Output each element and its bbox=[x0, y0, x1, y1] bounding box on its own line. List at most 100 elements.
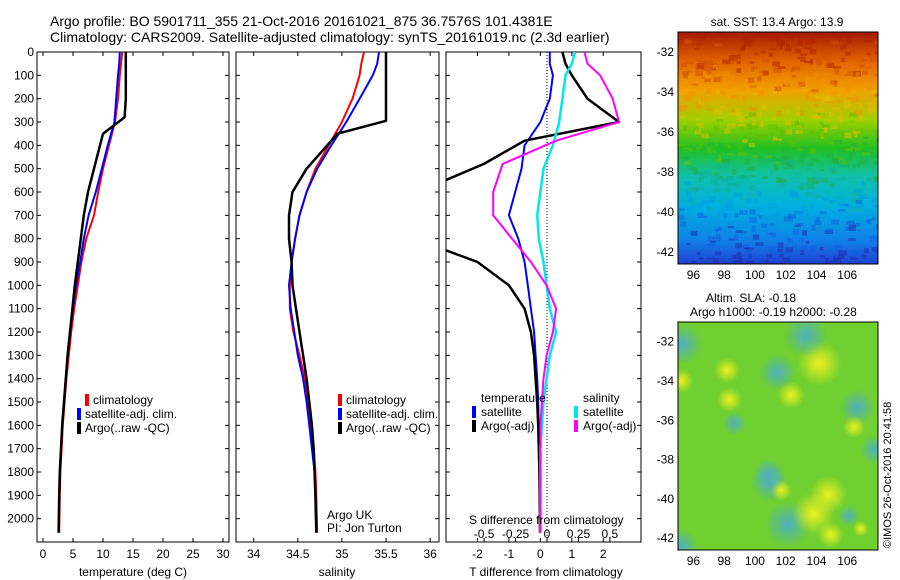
sst-pixel bbox=[681, 262, 690, 264]
sst-pixel bbox=[704, 59, 713, 65]
y-tick-label: 100 bbox=[14, 68, 34, 82]
sst-pixel bbox=[835, 131, 843, 134]
sst-pixel bbox=[752, 193, 758, 196]
sst-pixel bbox=[709, 66, 715, 70]
sst-pixel bbox=[770, 232, 777, 237]
sst-pixel bbox=[825, 257, 829, 264]
sst-pixel bbox=[829, 200, 837, 203]
sst-pixel bbox=[834, 81, 838, 87]
sst-pixel bbox=[855, 208, 864, 212]
sst-pixel bbox=[786, 160, 795, 167]
sst-pixel bbox=[715, 182, 720, 188]
sst-pixel bbox=[737, 123, 746, 127]
map-y-tick-label: -34 bbox=[657, 374, 675, 388]
sst-pixel bbox=[858, 103, 863, 109]
sst-pixel bbox=[871, 33, 878, 37]
sst-pixel bbox=[687, 209, 692, 215]
sst-pixel bbox=[743, 209, 747, 215]
sst-pixel bbox=[710, 54, 716, 58]
sst-pixel bbox=[785, 81, 793, 87]
sst-pixel bbox=[699, 257, 704, 260]
sla-map-title-2: Argo h1000: -0.19 h2000: -0.28 bbox=[690, 305, 857, 319]
sst-pixel bbox=[779, 183, 787, 187]
legend-swatch-satellite bbox=[338, 408, 342, 420]
sst-pixel bbox=[726, 218, 732, 223]
x-tick-label: 2 bbox=[600, 547, 607, 561]
sst-pixel bbox=[807, 162, 814, 166]
sst-map-title: sat. SST: 13.4 Argo: 13.9 bbox=[711, 15, 844, 29]
sst-pixel bbox=[699, 142, 703, 148]
sst-pixel bbox=[707, 243, 715, 247]
copyright-credit: ©IMOS 26-Oct-2016 20:41:58 bbox=[882, 401, 894, 548]
map-y-tick-label: -32 bbox=[657, 45, 675, 59]
legend-s-satellite: satellite bbox=[583, 405, 624, 419]
series-line-2 bbox=[287, 52, 388, 533]
sst-pixel bbox=[819, 211, 827, 214]
sst-pixel bbox=[874, 93, 878, 97]
sst-pixel bbox=[831, 169, 837, 174]
s-tick-label: 0.25 bbox=[567, 527, 591, 541]
sst-pixel bbox=[849, 154, 854, 161]
sst-pixel bbox=[724, 84, 733, 89]
sst-pixel bbox=[845, 90, 851, 93]
sst-pixel bbox=[728, 112, 735, 117]
sst-pixel bbox=[876, 184, 878, 188]
sst-pixel bbox=[738, 151, 747, 157]
sst-pixel bbox=[736, 252, 740, 256]
sla-map-title-1: Altim. SLA: -0.18 bbox=[706, 291, 796, 305]
sst-pixel bbox=[748, 184, 757, 191]
sst-pixel bbox=[822, 127, 827, 134]
sst-pixel bbox=[853, 131, 858, 138]
sst-pixel bbox=[837, 98, 841, 104]
sst-pixel bbox=[829, 183, 835, 188]
sst-pixel bbox=[735, 243, 742, 249]
sst-pixel bbox=[875, 205, 878, 208]
sst-pixel bbox=[754, 53, 759, 55]
sst-pixel bbox=[776, 110, 783, 117]
series-line-1 bbox=[288, 52, 380, 533]
sst-pixel bbox=[716, 159, 724, 163]
map-x-tick-label: 104 bbox=[806, 268, 826, 282]
sst-pixel bbox=[742, 174, 751, 180]
sst-pixel bbox=[730, 75, 734, 79]
legend-title-temperature: temperature bbox=[481, 391, 546, 405]
sst-pixel bbox=[855, 199, 862, 204]
sst-pixel bbox=[785, 257, 791, 262]
x-tick-label: 36 bbox=[423, 547, 437, 561]
sst-pixel bbox=[684, 227, 692, 231]
sst-pixel bbox=[683, 125, 687, 131]
sst-pixel bbox=[743, 42, 753, 47]
sst-pixel bbox=[685, 40, 692, 44]
sst-pixel bbox=[767, 124, 777, 130]
sst-pixel bbox=[755, 89, 765, 96]
sst-pixel bbox=[819, 129, 825, 134]
sst-pixel bbox=[728, 55, 737, 61]
sst-pixel bbox=[710, 63, 717, 65]
y-tick-label: 1500 bbox=[7, 395, 34, 409]
legend-swatch-t-satellite bbox=[472, 406, 476, 418]
sst-pixel bbox=[800, 146, 807, 150]
sst-pixel bbox=[779, 46, 783, 50]
sst-pixel bbox=[768, 52, 773, 57]
sst-pixel bbox=[822, 72, 832, 76]
sst-pixel bbox=[724, 128, 731, 134]
sst-pixel bbox=[795, 209, 804, 216]
series-line-1 bbox=[446, 52, 621, 533]
sst-pixel bbox=[792, 229, 799, 235]
x-tick-label: 35.5 bbox=[374, 547, 398, 561]
sst-pixel bbox=[721, 179, 731, 183]
sst-pixel bbox=[713, 188, 721, 192]
x-tick-label: -1 bbox=[504, 547, 515, 561]
s-tick-label: -0.5 bbox=[474, 527, 495, 541]
sst-pixel bbox=[836, 35, 843, 41]
sst-pixel bbox=[795, 130, 804, 134]
sst-pixel bbox=[734, 192, 743, 198]
s-tick-label: 0.5 bbox=[602, 527, 619, 541]
sst-pixel bbox=[809, 147, 816, 154]
sst-pixel bbox=[706, 80, 711, 86]
sst-pixel bbox=[735, 230, 743, 234]
sla-blob bbox=[842, 415, 866, 439]
sla-texture bbox=[678, 322, 878, 550]
sst-pixel bbox=[746, 123, 752, 130]
sst-pixel bbox=[800, 110, 804, 117]
